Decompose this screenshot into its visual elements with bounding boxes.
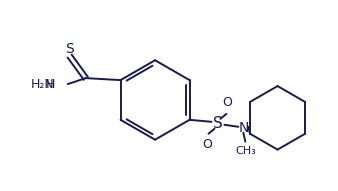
Text: S: S [213, 116, 222, 131]
Text: N: N [238, 121, 248, 135]
Text: O: O [222, 96, 232, 109]
Text: O: O [202, 138, 212, 151]
Text: CH₃: CH₃ [235, 146, 256, 156]
Text: H₂N: H₂N [31, 78, 55, 91]
Text: H: H [45, 78, 55, 91]
Text: S: S [65, 42, 74, 56]
